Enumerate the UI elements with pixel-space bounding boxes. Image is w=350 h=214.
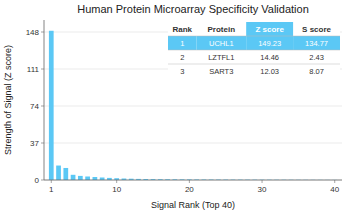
grid-line [44, 180, 342, 181]
table-cell-fill [246, 36, 293, 50]
x-tick-label: 30 [258, 185, 267, 194]
table-divider [168, 64, 340, 65]
y-axis-label: Strength of Signal (Z score) [3, 45, 13, 155]
y-tick [41, 69, 44, 70]
table-cell: 1 [180, 39, 184, 48]
table-cell: SART3 [209, 67, 233, 76]
table-cell: 8.07 [309, 67, 324, 76]
bar [85, 177, 90, 181]
x-tick [334, 180, 335, 183]
table-cell: 3 [180, 67, 184, 76]
y-tick-label: 74 [30, 102, 39, 111]
table-background [168, 22, 340, 78]
table-cell: 12.03 [260, 67, 279, 76]
x-tick-label: 20 [185, 185, 194, 194]
x-axis [44, 180, 342, 181]
y-tick [41, 106, 44, 107]
table-cell: 149.23 [258, 39, 281, 48]
table-cell: Z score [255, 25, 284, 34]
x-tick [51, 180, 52, 183]
x-tick [262, 180, 263, 183]
table-cell-fill [246, 22, 293, 36]
table-cell: UCHL1 [209, 39, 234, 48]
bar [78, 176, 83, 180]
y-tick [41, 32, 44, 33]
x-tick [116, 180, 117, 183]
y-tick-label: 148 [26, 28, 40, 37]
x-tick-label: 1 [49, 185, 54, 194]
table-cell: 14.46 [260, 53, 279, 62]
bar [63, 168, 68, 180]
chart: Human Protein Microarray Specificity Val… [0, 0, 350, 214]
table: Rank Protein Z score S score 1 UCHL1 149.23 134… [168, 22, 340, 78]
table-cell-fill [196, 36, 246, 50]
y-tick-label: 111 [27, 65, 40, 74]
table-cell: S score [302, 25, 331, 34]
x-tick-label: 40 [330, 185, 339, 194]
table-cell: 134.77 [305, 39, 328, 48]
y-tick-label: 37 [30, 139, 39, 148]
table-cell: 2.43 [309, 53, 324, 62]
table-cell-fill [293, 36, 340, 50]
x-tick [189, 180, 190, 183]
y-axis [44, 20, 45, 180]
y-tick [41, 143, 44, 144]
grid-line [44, 143, 342, 144]
grid-line [44, 106, 342, 107]
table-divider [168, 50, 340, 51]
x-tick-label: 10 [112, 185, 121, 194]
table-cell: 2 [180, 53, 184, 62]
table-cell: LZTFL1 [208, 53, 234, 62]
y-tick-label: 0 [35, 176, 40, 185]
table-cell: Rank [172, 25, 192, 34]
x-axis-label: Signal Rank (Top 40) [151, 200, 235, 210]
bar [56, 166, 61, 180]
table-cell: Protein [208, 25, 236, 34]
table-cell-fill [168, 36, 196, 50]
title: Human Protein Microarray Specificity Val… [77, 3, 309, 15]
bar [49, 31, 54, 180]
bar [93, 177, 98, 180]
bar [71, 175, 76, 180]
table-divider [168, 36, 340, 37]
y-tick [41, 180, 44, 181]
